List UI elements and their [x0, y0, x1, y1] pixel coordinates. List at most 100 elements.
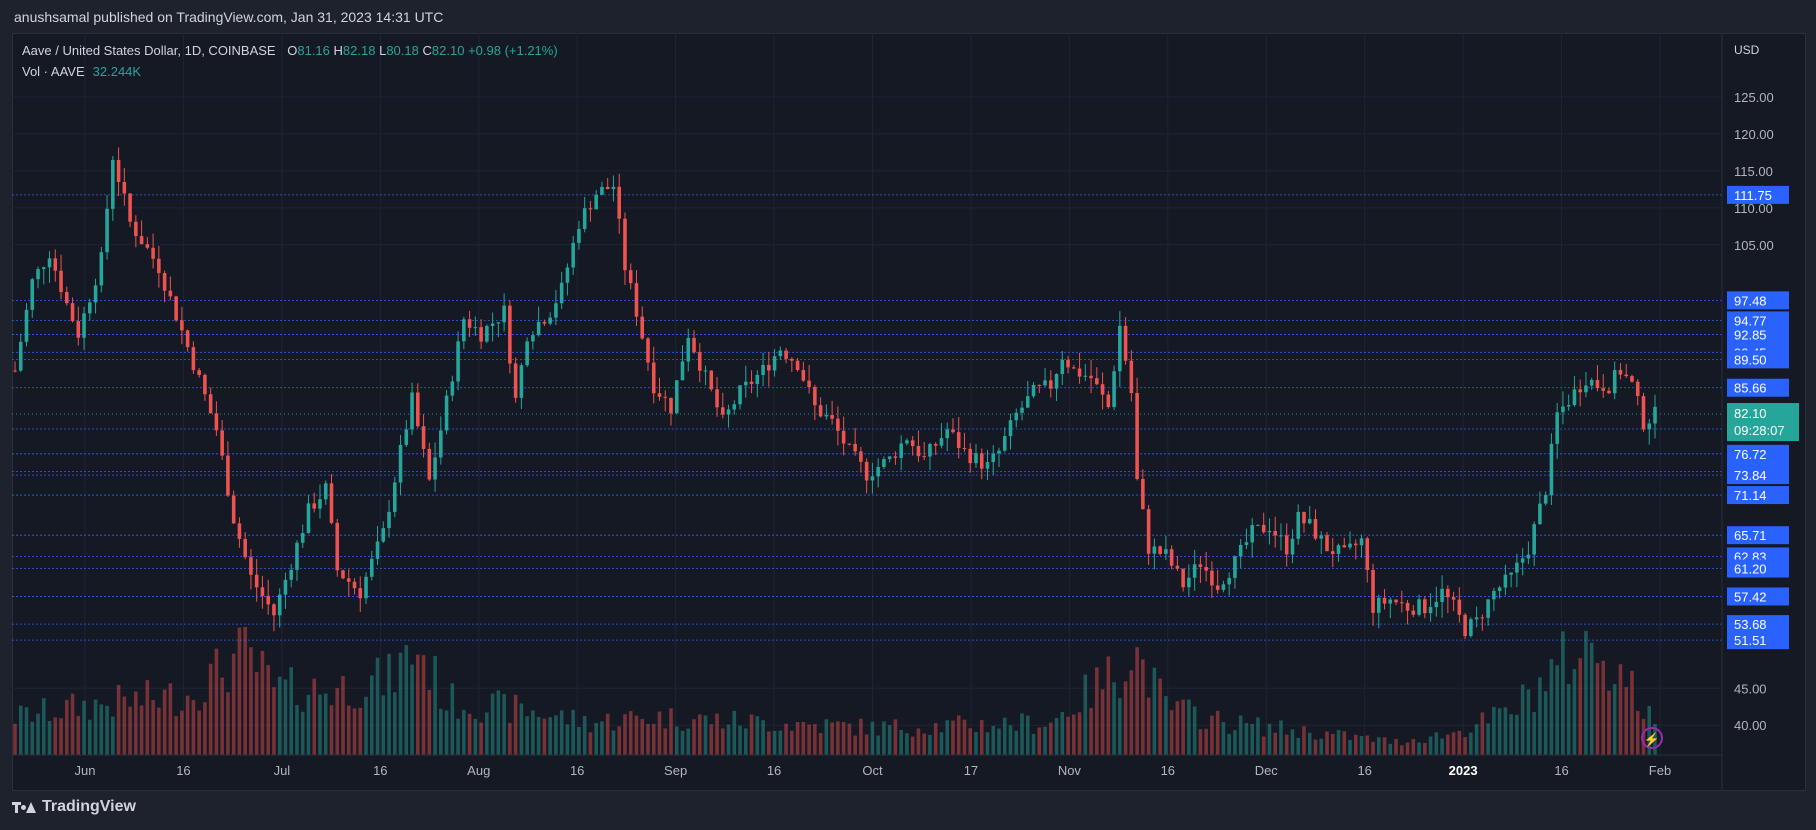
candle-body [416, 392, 420, 427]
candle-body [1474, 617, 1479, 620]
volume-bar [1158, 678, 1162, 755]
brand-name: TradingView [42, 798, 136, 815]
volume-bar [979, 720, 984, 755]
volume-bar [910, 736, 915, 755]
volume-legend[interactable]: Vol · AAVE 32.244K [22, 64, 141, 79]
volume-bar [508, 722, 512, 755]
volume-bar [1060, 712, 1065, 755]
volume-bar [47, 721, 52, 755]
candle-body [341, 570, 345, 579]
volume-bar [761, 720, 765, 755]
x-tick-label: Jun [75, 763, 96, 778]
volume-bar [473, 718, 478, 755]
candle-body [841, 430, 846, 444]
volume-bar [795, 722, 800, 755]
candle-body [715, 389, 719, 408]
level-label-box [1727, 185, 1789, 204]
candle-body [571, 242, 575, 268]
candle-body [1325, 535, 1329, 552]
level-label-box [1727, 466, 1789, 485]
volume-bar [864, 734, 869, 755]
volume-bar [968, 728, 973, 755]
volume-bar [1561, 631, 1565, 755]
candle-body [1543, 494, 1548, 504]
flash-icon[interactable]: ⚡ [1641, 727, 1663, 749]
x-tick-label: 2023 [1449, 763, 1478, 778]
volume-bar [1377, 737, 1381, 755]
candle-body [1492, 590, 1496, 600]
candle-body [1233, 556, 1237, 578]
candle-body [145, 244, 150, 248]
volume-bar [295, 704, 299, 755]
candle-body [1250, 525, 1254, 543]
candle-body [1653, 406, 1657, 424]
volume-bar [1141, 659, 1145, 755]
volume-bar [456, 718, 460, 755]
candle-body [928, 444, 932, 457]
volume-bar [139, 705, 144, 755]
volume-bar [260, 650, 265, 755]
volume-bar [1578, 658, 1582, 755]
volume-bar [99, 704, 104, 755]
candle-body [1538, 503, 1542, 525]
countdown-label: 09:28:07 [1734, 423, 1785, 438]
volume-bar [939, 732, 944, 755]
candle-body [525, 341, 529, 366]
volume-bar [640, 718, 645, 755]
symbol-name[interactable]: Aave / United States Dollar, 1D, COINBAS… [22, 43, 276, 58]
candle-body [1043, 380, 1047, 386]
volume-bar [830, 722, 834, 755]
tradingview-brand[interactable]: TradingView [12, 798, 136, 816]
volume-bar [692, 719, 696, 755]
volume-bar [1221, 722, 1226, 755]
candle-body [393, 482, 397, 512]
candles [13, 147, 1657, 639]
close-label: C [422, 43, 432, 58]
candle-body [1440, 588, 1444, 602]
level-label: 97.48 [1734, 293, 1767, 308]
candle-body [462, 319, 466, 342]
last-price-box [1727, 403, 1799, 442]
volume-bar [962, 719, 967, 755]
volume-bar [755, 716, 760, 755]
volume-bar [185, 695, 190, 755]
candle-body [180, 320, 184, 331]
volume-bar [1175, 701, 1180, 755]
candle-body [1008, 420, 1013, 437]
chart-frame[interactable] [12, 33, 1806, 791]
candle-body [1319, 535, 1324, 539]
candle-body [916, 446, 921, 457]
candle-body [1411, 610, 1416, 615]
candle-body [1336, 545, 1341, 554]
candle-body [41, 267, 46, 270]
candle-body [1566, 405, 1571, 407]
candle-body [485, 325, 489, 342]
candle-body [490, 323, 495, 326]
candle-body [951, 429, 955, 433]
candle-body [686, 337, 691, 362]
candle-body [352, 581, 357, 589]
candle-body [323, 483, 328, 500]
candle-body [732, 404, 737, 410]
candle-body [1400, 602, 1404, 604]
candle-body [433, 457, 437, 480]
y-tick-label: 45.00 [1734, 681, 1767, 696]
volume-bar [611, 730, 616, 755]
volume-bar [1463, 737, 1467, 755]
candle-body [772, 356, 777, 371]
volume-bar [680, 730, 685, 755]
candle-body [243, 538, 247, 558]
candle-body [197, 370, 201, 375]
candle-body [444, 395, 449, 431]
candle-body [30, 279, 35, 310]
symbol-legend[interactable]: Aave / United States Dollar, 1D, COINBAS… [22, 43, 558, 58]
level-label-box [1727, 631, 1789, 650]
volume-bar [134, 691, 138, 755]
candle-body [1526, 554, 1531, 559]
volume-bar [502, 694, 506, 755]
candle-body [818, 405, 823, 417]
volume-bar [157, 707, 161, 755]
candle-body [1348, 543, 1352, 548]
candle-body [1273, 531, 1277, 536]
